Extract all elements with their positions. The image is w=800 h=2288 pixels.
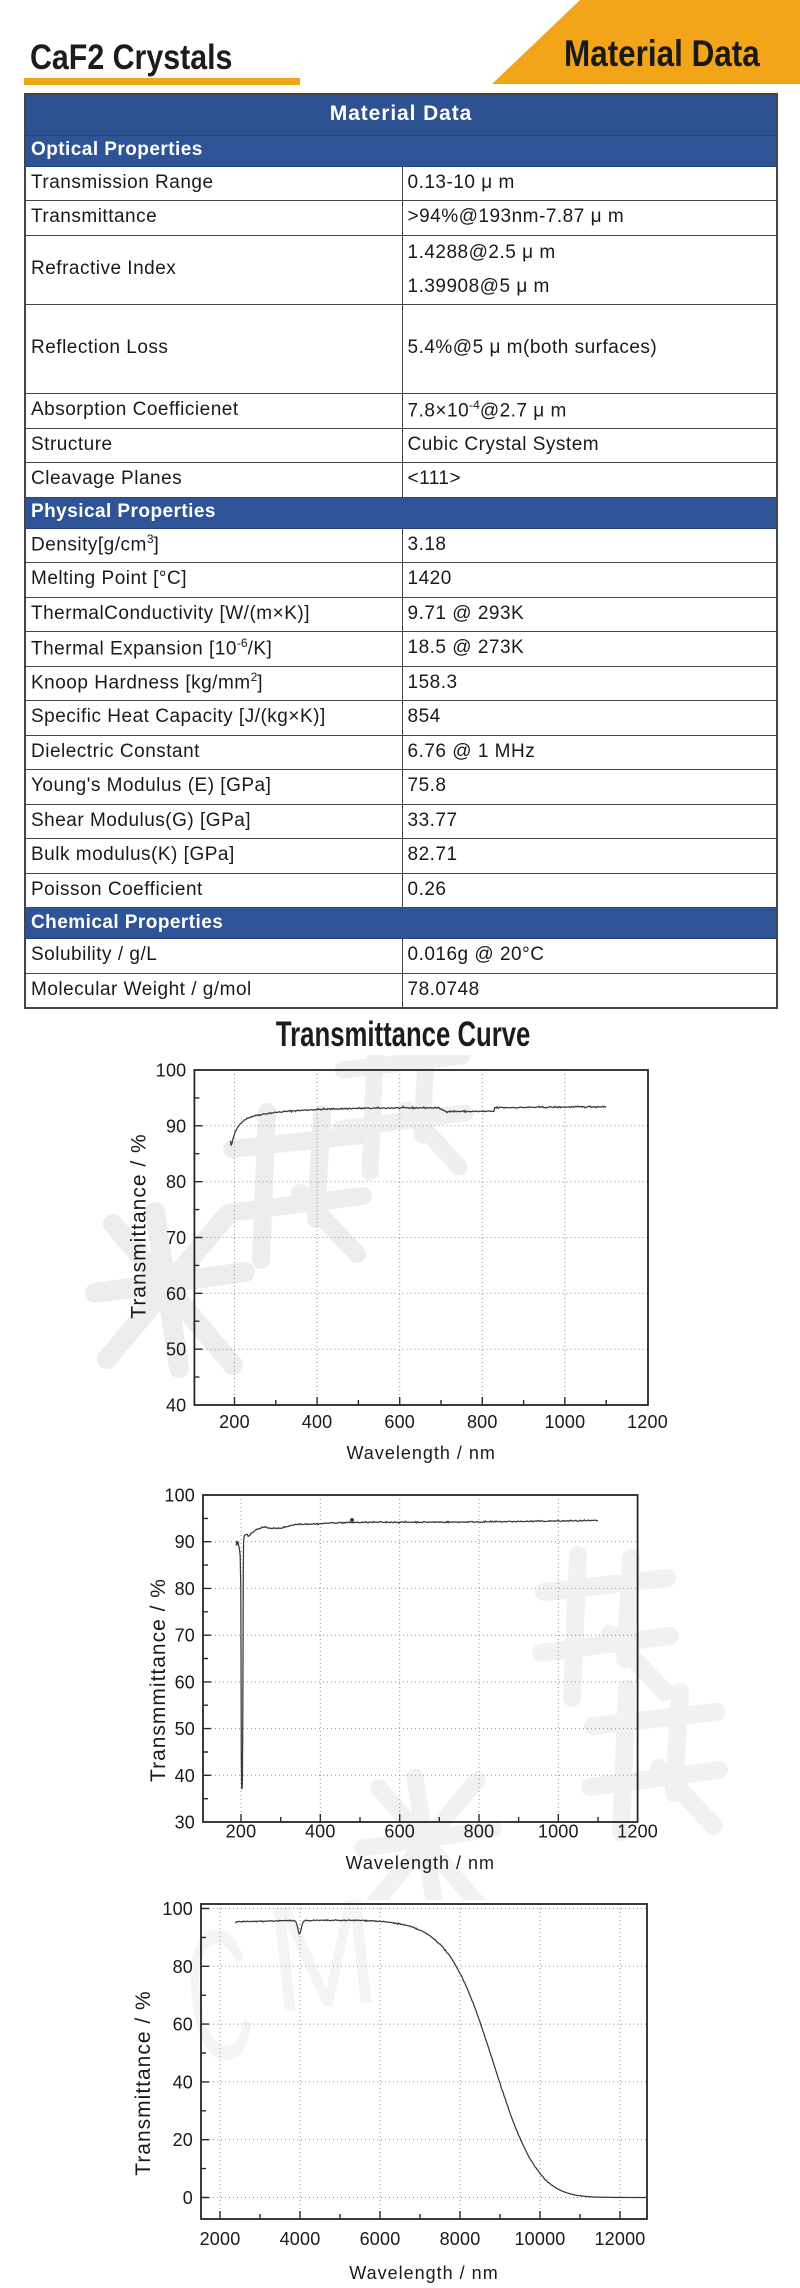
svg-text:0: 0 bbox=[183, 2188, 193, 2208]
svg-text:70: 70 bbox=[175, 1626, 195, 1646]
svg-text:40: 40 bbox=[173, 2072, 193, 2092]
svg-text:90: 90 bbox=[175, 1532, 195, 1552]
svg-text:600: 600 bbox=[384, 1412, 415, 1432]
svg-text:Wavelength / nm: Wavelength / nm bbox=[346, 1443, 495, 1463]
svg-text:90: 90 bbox=[166, 1116, 186, 1136]
svg-text:30: 30 bbox=[175, 1813, 195, 1833]
svg-text:400: 400 bbox=[305, 1822, 336, 1842]
svg-text:1200: 1200 bbox=[617, 1822, 658, 1842]
svg-text:Wavelength / nm: Wavelength / nm bbox=[349, 2263, 498, 2283]
svg-text:Transmittance / %: Transmittance / % bbox=[128, 1133, 151, 1318]
svg-text:12000: 12000 bbox=[594, 2229, 645, 2249]
svg-text:4000: 4000 bbox=[280, 2229, 321, 2249]
svg-text:60: 60 bbox=[166, 1284, 186, 1304]
svg-text:Wavelength / nm: Wavelength / nm bbox=[346, 1853, 495, 1873]
svg-text:Transmittance / %: Transmittance / % bbox=[132, 1990, 155, 2175]
svg-text:80: 80 bbox=[175, 1579, 195, 1599]
svg-text:1000: 1000 bbox=[538, 1822, 579, 1842]
svg-text:8000: 8000 bbox=[440, 2229, 481, 2249]
svg-text:600: 600 bbox=[384, 1822, 415, 1842]
svg-text:80: 80 bbox=[166, 1172, 186, 1192]
svg-text:70: 70 bbox=[166, 1228, 186, 1248]
svg-text:800: 800 bbox=[464, 1822, 495, 1842]
svg-text:100: 100 bbox=[156, 1061, 187, 1081]
svg-text:40: 40 bbox=[166, 1396, 186, 1416]
svg-text:400: 400 bbox=[302, 1412, 333, 1432]
svg-text:200: 200 bbox=[219, 1412, 250, 1432]
svg-text:10000: 10000 bbox=[514, 2229, 565, 2249]
svg-text:1200: 1200 bbox=[627, 1412, 668, 1432]
svg-text:20: 20 bbox=[173, 2130, 193, 2150]
svg-text:1000: 1000 bbox=[544, 1412, 585, 1432]
svg-text:M: M bbox=[260, 1888, 386, 2044]
svg-text:Transmmittance / %: Transmmittance / % bbox=[147, 1578, 170, 1782]
svg-text:2000: 2000 bbox=[200, 2229, 241, 2249]
svg-text:100: 100 bbox=[162, 1899, 193, 1919]
svg-text:50: 50 bbox=[166, 1340, 186, 1360]
svg-text:80: 80 bbox=[173, 1957, 193, 1977]
svg-text:100: 100 bbox=[164, 1486, 195, 1506]
svg-text:60: 60 bbox=[173, 2015, 193, 2035]
svg-text:800: 800 bbox=[467, 1412, 498, 1432]
svg-text:40: 40 bbox=[175, 1766, 195, 1786]
svg-text:60: 60 bbox=[175, 1672, 195, 1692]
svg-text:200: 200 bbox=[226, 1822, 257, 1842]
svg-text:50: 50 bbox=[175, 1719, 195, 1739]
svg-text:6000: 6000 bbox=[360, 2229, 401, 2249]
